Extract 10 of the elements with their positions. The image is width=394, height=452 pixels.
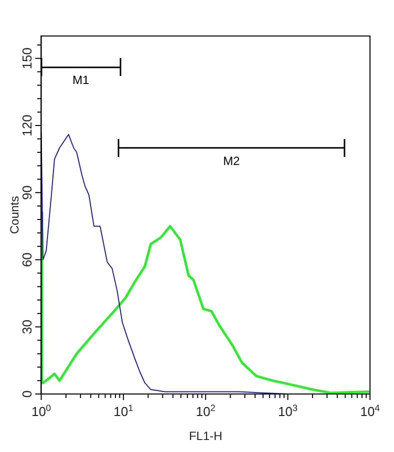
x-axis-title: FL1-H [188, 429, 222, 444]
y-tick-label: 0 [19, 390, 34, 398]
series-label: M1 [72, 73, 90, 88]
series-label: M2 [222, 154, 241, 168]
y-axis-title: Counts [8, 196, 22, 234]
y-tick-label: 120 [19, 114, 34, 136]
y-tick-label: 90 [19, 185, 34, 200]
y-tick-label: 150 [19, 48, 34, 70]
y-tick-label: 30 [19, 320, 34, 334]
y-tick-label: 60 [19, 252, 34, 267]
